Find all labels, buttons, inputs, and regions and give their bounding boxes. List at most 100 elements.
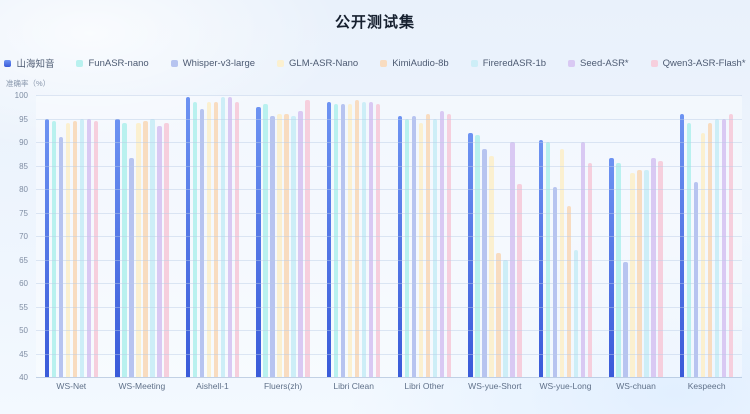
grid-line: [36, 165, 742, 167]
bar[interactable]: [700, 132, 706, 377]
bar[interactable]: [347, 104, 353, 377]
legend-item[interactable]: GLM-ASR-Nano: [277, 58, 358, 69]
bar[interactable]: [333, 104, 339, 377]
bar[interactable]: [150, 118, 155, 377]
bar[interactable]: [199, 109, 205, 377]
bar[interactable]: [644, 170, 649, 377]
legend-item[interactable]: 山海知音: [4, 56, 54, 70]
bar[interactable]: [609, 158, 614, 377]
legend-label: FireredASR-1b: [482, 57, 547, 69]
legend-item[interactable]: Whisper-v3-large: [170, 58, 255, 69]
bar[interactable]: [284, 113, 289, 377]
bar[interactable]: [263, 104, 268, 377]
bar[interactable]: [79, 118, 85, 377]
bar[interactable]: [411, 116, 417, 377]
bar[interactable]: [298, 111, 303, 377]
bar[interactable]: [122, 123, 127, 377]
bar[interactable]: [404, 118, 410, 377]
bar[interactable]: [496, 252, 501, 377]
bar[interactable]: [157, 125, 162, 377]
bar[interactable]: [503, 259, 508, 377]
bar[interactable]: [482, 149, 487, 377]
bar[interactable]: [368, 102, 374, 377]
legend-label: FunASR-nano: [88, 57, 149, 69]
legend-item[interactable]: KimiAudio-8b: [380, 58, 449, 69]
bar[interactable]: [517, 184, 522, 377]
bar[interactable]: [185, 97, 191, 377]
bar[interactable]: [630, 172, 635, 377]
bar[interactable]: [538, 139, 544, 377]
legend-item[interactable]: FireredASR-1b: [470, 57, 547, 69]
x-axis-label: WS-yue-Short: [468, 381, 522, 391]
bar[interactable]: [510, 142, 515, 377]
grid-line: [36, 95, 742, 96]
bar[interactable]: [573, 250, 579, 377]
bar[interactable]: [192, 102, 198, 377]
bar[interactable]: [559, 149, 565, 377]
bar[interactable]: [136, 123, 141, 377]
bar[interactable]: [432, 118, 438, 377]
bar[interactable]: [728, 113, 734, 377]
bar[interactable]: [693, 182, 699, 377]
bar[interactable]: [418, 123, 424, 377]
bar[interactable]: [468, 132, 473, 377]
bar[interactable]: [721, 118, 727, 377]
bar[interactable]: [256, 106, 261, 377]
legend-item[interactable]: FunASR-nano: [76, 57, 149, 69]
bar[interactable]: [714, 118, 720, 377]
bar[interactable]: [679, 113, 685, 377]
bar[interactable]: [213, 102, 219, 377]
bar[interactable]: [277, 113, 282, 377]
legend-item[interactable]: Qwen3-ASR-Flash*: [650, 58, 746, 69]
bar[interactable]: [566, 205, 572, 377]
bar[interactable]: [651, 158, 656, 377]
x-axis-label: WS-chuan: [616, 381, 656, 391]
bar[interactable]: [164, 123, 169, 377]
bar[interactable]: [86, 118, 92, 377]
grid-line: [36, 259, 742, 261]
legend: 山海知音 FunASR-nano Whisper-v3-large GLM-ASR-N…: [0, 56, 750, 70]
bar[interactable]: [115, 118, 120, 377]
bar[interactable]: [552, 186, 558, 377]
bar[interactable]: [234, 102, 240, 377]
legend-label: GLM-ASR-Nano: [289, 57, 359, 69]
bar[interactable]: [227, 97, 233, 377]
bar[interactable]: [658, 160, 663, 377]
bar[interactable]: [65, 123, 71, 377]
bar[interactable]: [72, 120, 78, 377]
bar[interactable]: [707, 123, 713, 377]
bar[interactable]: [354, 99, 360, 377]
bar[interactable]: [361, 102, 367, 377]
bar[interactable]: [425, 113, 431, 377]
bar[interactable]: [129, 158, 134, 377]
grid-line: [36, 377, 742, 378]
bar[interactable]: [545, 142, 551, 377]
x-axis-label: WS-yue-Long: [539, 381, 592, 391]
bar[interactable]: [93, 120, 99, 377]
bar[interactable]: [44, 118, 50, 377]
bar[interactable]: [686, 123, 692, 377]
bar[interactable]: [616, 163, 621, 377]
bar[interactable]: [475, 135, 480, 377]
bar[interactable]: [58, 137, 64, 377]
bar[interactable]: [340, 104, 346, 377]
bar[interactable]: [305, 99, 310, 377]
bar[interactable]: [143, 120, 148, 377]
bar[interactable]: [439, 111, 445, 377]
bar[interactable]: [375, 104, 381, 377]
bar[interactable]: [51, 120, 57, 377]
legend-marker-icon: [170, 59, 178, 67]
bar[interactable]: [623, 261, 628, 377]
bar[interactable]: [446, 113, 452, 377]
legend-item[interactable]: Seed-ASR*: [568, 58, 629, 69]
bar[interactable]: [206, 102, 212, 377]
bar[interactable]: [489, 156, 494, 377]
bar[interactable]: [220, 97, 226, 377]
bar[interactable]: [580, 142, 586, 377]
bar[interactable]: [291, 116, 296, 377]
bar[interactable]: [270, 116, 275, 377]
bar[interactable]: [587, 163, 593, 377]
bar[interactable]: [637, 170, 642, 377]
bar[interactable]: [326, 102, 332, 377]
bar[interactable]: [397, 116, 403, 377]
